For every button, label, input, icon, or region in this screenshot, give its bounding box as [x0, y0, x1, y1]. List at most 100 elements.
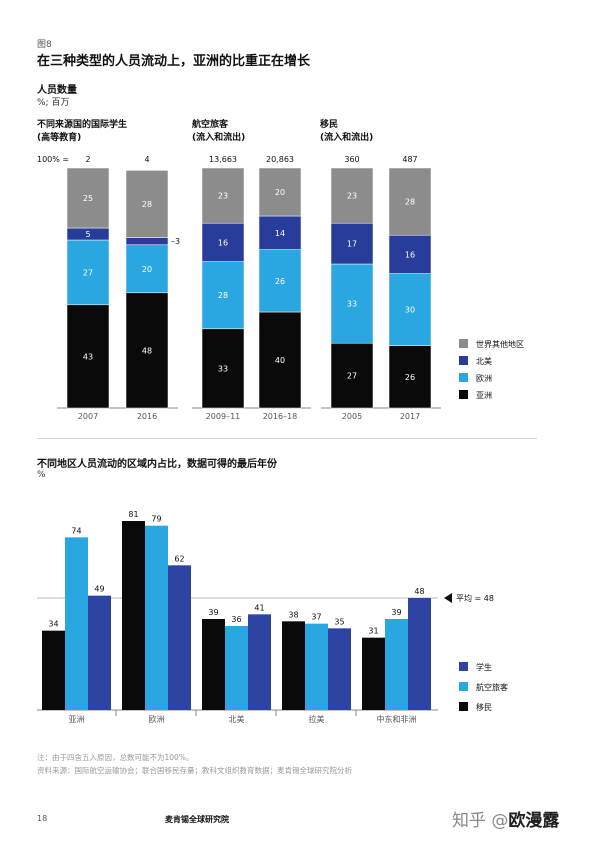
- bar-total-label: 487: [402, 155, 417, 164]
- category-label: 2016: [137, 412, 157, 421]
- bar-segment-europe: [201, 261, 245, 330]
- bar-segment-europe: [125, 244, 169, 294]
- segment-value-label: 25: [83, 194, 93, 203]
- category-label: 中东和非洲: [377, 714, 417, 724]
- segment-value-label: 28: [142, 200, 152, 209]
- legend-swatch-students: [459, 662, 468, 671]
- bar-value-label: 35: [334, 617, 344, 626]
- segment-value-label: 33: [347, 300, 357, 309]
- bar-students: [168, 565, 191, 710]
- panel-title-airline-line2: (流入和流出): [192, 133, 246, 143]
- bar-airline: [65, 537, 88, 710]
- category-label: 亚洲: [69, 715, 85, 724]
- category-label: 北美: [229, 714, 245, 724]
- segment-value-label: 43: [83, 352, 93, 361]
- segment-value-label: 16: [405, 250, 415, 259]
- bar-students: [248, 614, 271, 710]
- segment-value-label: 28: [218, 291, 228, 300]
- legend-swatch-airline: [459, 682, 468, 691]
- subheading: 人员数量: [37, 85, 77, 96]
- panel-title-migrants-line2: (流入和流出): [320, 133, 374, 143]
- segment-value-label: 26: [275, 277, 285, 286]
- bar-segment-asia: [330, 342, 374, 409]
- segment-value-label: 27: [347, 372, 357, 381]
- panel-title-students: 不同来源国的国际学生 (高等教育): [37, 119, 127, 145]
- bar-students: [328, 628, 351, 710]
- bar-total-label: 4: [144, 155, 149, 164]
- average-marker: [444, 593, 452, 603]
- category-label: 2007: [78, 412, 98, 421]
- bar-segment-north_america: [125, 237, 169, 246]
- bar-segment-north_america: [388, 234, 432, 274]
- hundred-percent-label: 100% =: [37, 155, 69, 164]
- bar-value-label: 41: [254, 603, 264, 612]
- bar-value-label: 74: [71, 526, 81, 535]
- section-divider: [37, 438, 537, 439]
- bar-value-label: 38: [288, 610, 298, 619]
- bar-value-label: 31: [368, 627, 378, 636]
- category-label: 2016–18: [263, 412, 298, 421]
- panel-title-airline-line1: 航空旅客: [192, 120, 229, 130]
- category-label: 欧洲: [149, 714, 165, 724]
- bar-segment-europe: [258, 249, 302, 313]
- bar-segment-rest: [258, 167, 302, 217]
- figure-label: 图8: [37, 40, 52, 50]
- bar-total-label: 2: [85, 155, 90, 164]
- bar-value-label: 81: [128, 510, 138, 519]
- bar-segment-rest: [330, 167, 374, 224]
- segment-value-label: 16: [218, 238, 228, 247]
- category-label: 2017: [400, 412, 420, 421]
- bar-segment-asia: [201, 328, 245, 409]
- category-label: 拉美: [309, 714, 325, 724]
- bar-segment-rest: [201, 167, 245, 224]
- bar-segment-asia: [125, 292, 169, 409]
- bar-value-label: 49: [94, 585, 104, 594]
- bar-segment-asia: [388, 345, 432, 409]
- watermark-author: 欧漫露: [508, 811, 560, 831]
- zhihu-watermark: 知乎 @欧漫露: [452, 806, 559, 831]
- panel-title-airline: 航空旅客 (流入和流出): [192, 119, 245, 145]
- segment-value-label: 26: [405, 373, 415, 382]
- bar-value-label: 39: [208, 608, 218, 617]
- panel-title-students-line2: (高等教育): [37, 133, 82, 143]
- segment-value-label: –3: [171, 237, 180, 246]
- bar-value-label: 48: [414, 587, 424, 596]
- average-label: 平均 = 48: [456, 593, 494, 603]
- segment-value-label: 17: [347, 240, 357, 249]
- bar-total-label: 13,663: [209, 155, 237, 164]
- bar-students: [408, 598, 431, 710]
- bar-airline: [145, 525, 168, 710]
- legend-label: 欧洲: [476, 373, 492, 383]
- segment-value-label: 23: [347, 192, 357, 201]
- footnote-rounding: 注：由于四舍五入原因，总数可能不为100%。: [37, 753, 194, 762]
- segment-value-label: 27: [83, 268, 93, 277]
- segment-value-label: 33: [218, 364, 228, 373]
- segment-value-label: 40: [275, 356, 285, 365]
- page-number: 18: [37, 814, 48, 823]
- segment-value-label: 20: [275, 188, 285, 197]
- unit-label: %; 百万: [37, 98, 70, 108]
- legend-swatch-migrants: [459, 702, 468, 711]
- bar-airline: [225, 626, 248, 710]
- category-label: 2005: [342, 412, 362, 421]
- bar-migrants: [42, 630, 65, 710]
- legend-label: 亚洲: [476, 391, 492, 400]
- bar-airline: [385, 619, 408, 710]
- regional-share-unit: %: [37, 470, 46, 480]
- figure-title: 在三种类型的人员流动上，亚洲的比重正在增长: [37, 54, 311, 69]
- legend-label: 世界其他地区: [476, 339, 524, 349]
- segment-value-label: 28: [405, 198, 415, 207]
- legend-label: 移民: [476, 702, 492, 712]
- panel-title-students-line1: 不同来源国的国际学生: [37, 120, 128, 130]
- regional-share-chart: 平均 = 48 34 74 49 亚洲 81 79 62 欧洲 39 36 41 北美 38 37 35 拉美 3…: [37, 510, 508, 724]
- bar-segment-europe: [66, 239, 110, 306]
- footnote-source: 资料来源：国际航空运输协会；联合国移民存量；教科文组织教育数据；麦肯锡全球研究院…: [37, 766, 352, 775]
- bar-segment-asia: [66, 304, 110, 409]
- bar-segment-asia: [258, 311, 302, 409]
- segment-value-label: 48: [142, 346, 152, 355]
- legend-label: 学生: [476, 662, 492, 672]
- bar-migrants: [282, 621, 305, 710]
- legend-label: 北美: [476, 356, 492, 366]
- segment-value-label: 5: [85, 230, 90, 239]
- panel-title-migrants-line1: 移民: [320, 120, 339, 130]
